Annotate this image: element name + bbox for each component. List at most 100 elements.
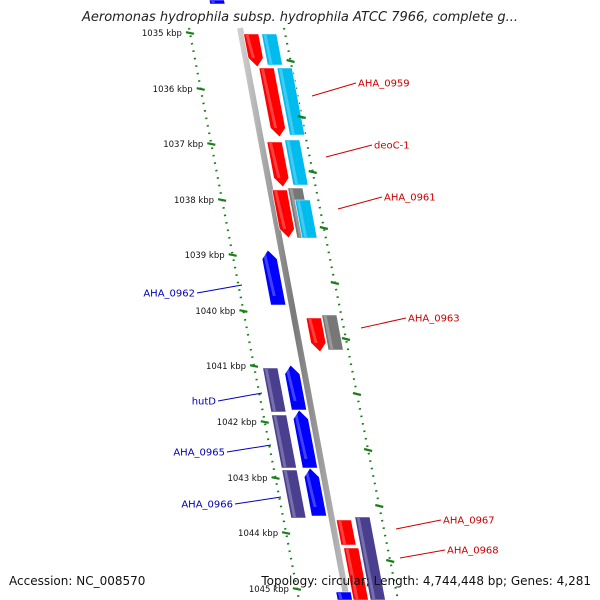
- kbp-label: 1038 kbp: [174, 196, 214, 206]
- kbp-label: 1042 kbp: [217, 418, 257, 428]
- kbp-tick-right: [363, 447, 373, 453]
- feature-aha-0959-gene[interactable]: [276, 67, 306, 136]
- leader-line-right: [399, 549, 446, 559]
- kbp-label: 1035 kbp: [142, 29, 182, 39]
- gene-label-deoc-1[interactable]: deoC-1: [374, 141, 410, 152]
- leader-line-right: [337, 196, 383, 210]
- kbp-label: 1036 kbp: [153, 85, 193, 95]
- gene-labels: AHA_0959 deoC-1 AHA_0961 AHA_0963 AHA_0967 AH…: [143, 79, 499, 559]
- kbp-tick-left: [260, 420, 269, 424]
- feature-aha-0962-cds-shine: [262, 251, 276, 296]
- gene-label-aha-0959[interactable]: AHA_0959: [358, 79, 410, 90]
- kbp-label: 1037 kbp: [163, 140, 203, 150]
- feature-hutd-gene-shine: [264, 369, 276, 411]
- leader-line-right: [395, 519, 442, 530]
- gene-label-aha-0968[interactable]: AHA_0968: [447, 546, 499, 557]
- kbp-tick-left: [249, 364, 259, 368]
- kbp-tick-right: [374, 503, 384, 509]
- feature-layer: [208, 0, 386, 600]
- feature-aha-0961-gene-shine: [297, 201, 308, 237]
- feature-deoc-gene[interactable]: [284, 139, 309, 186]
- feature-fwd-gene-1-shine: [263, 35, 273, 64]
- gene-label-aha-0963[interactable]: AHA_0963: [408, 314, 460, 325]
- feature-aha-0965-cds-shine: [293, 411, 308, 459]
- feature-aha-0967-cds-shine: [338, 521, 347, 544]
- gene-label-aha-0965[interactable]: AHA_0965: [173, 448, 225, 459]
- feature-aha-0961-cds[interactable]: [271, 189, 295, 239]
- feature-bottom-partial[interactable]: [335, 591, 353, 600]
- leader-line-left: [234, 496, 282, 505]
- feature-aha-0965-gene-shine: [273, 416, 287, 467]
- kbp-tick-right: [286, 58, 295, 64]
- feature-deoc-cds-shine: [269, 143, 281, 178]
- feature-aha-0961-gene[interactable]: [294, 199, 318, 239]
- kbp-tick-left: [292, 587, 302, 591]
- feature-aha-0963-other-shine: [323, 316, 334, 349]
- feature-aha-0959-gene-shine: [279, 69, 295, 134]
- feature-aha-0965-gene[interactable]: [271, 414, 297, 469]
- feature-aha-0962-cds[interactable]: [261, 249, 287, 306]
- feature-aha-0959-cds-shine: [261, 69, 278, 128]
- gene-label-aha-0967[interactable]: AHA_0967: [443, 516, 495, 527]
- leader-line-right: [325, 144, 373, 158]
- feature-aha-0966-gene[interactable]: [281, 469, 307, 519]
- gene-label-hutd[interactable]: hutD: [192, 397, 217, 408]
- feature-aha-0967-gene[interactable]: [354, 516, 386, 600]
- feature-aha-0966-gene-shine: [283, 471, 296, 517]
- feature-aha-0967-cds[interactable]: [335, 519, 357, 546]
- feature-aha-0961-other-shine: [289, 189, 303, 237]
- map-title: Aeromonas hydrophila subsp. hydrophila A…: [81, 10, 519, 25]
- kbp-tick-left: [271, 476, 280, 480]
- kbp-label: 1040 kbp: [195, 307, 235, 317]
- feature-hutd-gene[interactable]: [262, 367, 287, 413]
- feature-aha-0961-cds-shine: [274, 191, 287, 229]
- feature-aha-0963-cds[interactable]: [305, 317, 327, 353]
- kbp-tick-left: [207, 142, 216, 146]
- kbp-label: 1039 kbp: [185, 251, 225, 261]
- kbp-tick-left: [217, 198, 227, 202]
- kbp-tick-right: [352, 391, 362, 397]
- kbp-tick-left: [228, 253, 237, 257]
- feature-aha-0959-cds[interactable]: [258, 67, 286, 138]
- feature-fwd-gene-1[interactable]: [261, 33, 283, 66]
- leader-line-left: [217, 392, 263, 402]
- kbp-label: 1044 kbp: [238, 529, 278, 539]
- gene-label-aha-0961[interactable]: AHA_0961: [384, 193, 436, 204]
- kbp-tick-right: [308, 169, 317, 175]
- feature-top-partial[interactable]: [208, 0, 226, 5]
- accession-text: Accession: NC_008570: [9, 574, 146, 588]
- feature-hutd-cds-shine: [285, 366, 297, 401]
- kbp-tick-left: [281, 531, 291, 535]
- kbp-tick-right: [385, 558, 395, 564]
- kbp-tick-right: [319, 225, 329, 231]
- kbp-tick-right: [330, 280, 340, 286]
- leader-line-right: [311, 82, 357, 97]
- leader-line-left: [226, 444, 272, 453]
- kbp-label: 1045 kbp: [249, 585, 289, 595]
- feature-aha-0966-cds-shine: [304, 469, 317, 507]
- feature-bottom-partial-shine: [337, 593, 343, 599]
- feature-top-partial-shine: [211, 1, 215, 3]
- feature-aha-0963-other[interactable]: [321, 314, 344, 351]
- feature-fwd-1-shine: [245, 35, 255, 58]
- kbp-tick-right: [341, 336, 351, 342]
- leader-line-left: [196, 284, 243, 294]
- gene-label-aha-0962[interactable]: AHA_0962: [143, 289, 195, 300]
- kbp-tick-left: [196, 87, 205, 91]
- kbp-tick-right: [297, 114, 307, 120]
- feature-deoc-cds[interactable]: [266, 141, 290, 188]
- feature-aha-0967-gene-shine: [356, 518, 376, 599]
- kbp-label: 1041 kbp: [206, 362, 246, 372]
- feature-deoc-gene-shine: [286, 141, 299, 184]
- kbp-scale: 1035 kbp 1036 kbp 1037 kbp 1038 kbp 1039 kbp…: [142, 29, 395, 595]
- kbp-label: 1043 kbp: [227, 474, 267, 484]
- feature-fwd-1[interactable]: [243, 33, 264, 68]
- feature-aha-0968-cds-shine: [345, 549, 359, 599]
- leader-line-right: [360, 317, 407, 329]
- backbone-line: [237, 27, 350, 600]
- gene-label-aha-0966[interactable]: AHA_0966: [181, 500, 233, 511]
- feature-aha-0966-cds[interactable]: [303, 467, 327, 517]
- feature-aha-0963-cds-shine: [308, 319, 318, 343]
- feature-aha-0968-cds[interactable]: [343, 547, 369, 600]
